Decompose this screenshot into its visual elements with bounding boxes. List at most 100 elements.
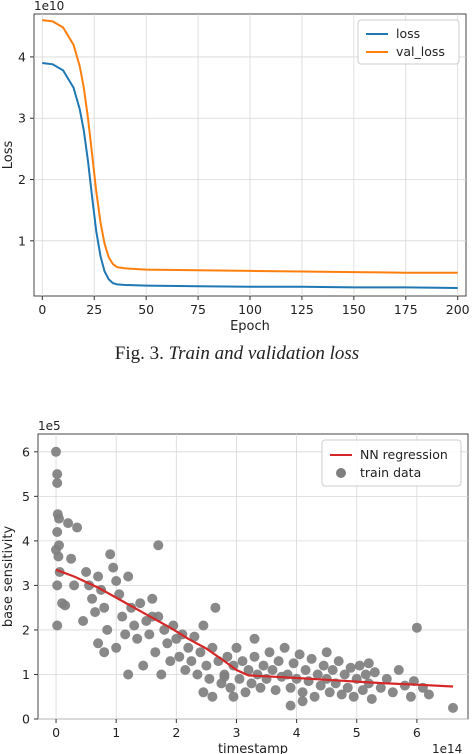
train-data-point xyxy=(411,622,422,633)
timestamp-x-axis-label: timestamp xyxy=(218,742,288,754)
train-data-point xyxy=(285,682,296,693)
train-data-point xyxy=(51,446,61,457)
train-data-point xyxy=(357,685,368,696)
train-data-point xyxy=(348,691,359,702)
loss-x-tick-label: 50 xyxy=(138,302,154,317)
train-data-point xyxy=(255,682,266,693)
train-data-point xyxy=(93,638,104,649)
train-data-point xyxy=(225,682,236,693)
train-data-point xyxy=(99,647,110,658)
train-data-point xyxy=(153,540,164,551)
sensitivity-x-tick-label: 6 xyxy=(413,725,421,740)
sensitivity-x-tick-label: 2 xyxy=(172,725,180,740)
train-data-point xyxy=(52,580,63,591)
sensitivity-y-tick-label: 4 xyxy=(22,533,30,548)
train-data-point xyxy=(324,687,335,698)
train-data-point xyxy=(285,700,296,711)
train-data-point xyxy=(174,651,185,662)
train-data-point xyxy=(81,567,92,577)
train-data-point xyxy=(297,687,308,698)
train-data-point xyxy=(87,593,98,604)
train-data-point xyxy=(297,696,308,707)
train-data-point xyxy=(405,691,416,702)
train-data-point xyxy=(123,571,134,582)
train-data-point xyxy=(156,669,167,680)
train-data-point xyxy=(270,685,281,696)
sensitivity-chart-legend: NN regression train data xyxy=(321,439,462,487)
loss-x-tick-label: 175 xyxy=(394,302,418,317)
sensitivity-y-tick-label: 1 xyxy=(22,667,30,682)
train-data-point xyxy=(279,642,290,653)
sensitivity-y-axis-label: base sensitivity xyxy=(1,526,16,628)
train-data-point xyxy=(387,687,398,698)
train-data-point xyxy=(375,682,386,693)
train-data-point xyxy=(201,660,212,671)
train-data-point xyxy=(360,669,371,680)
train-data-point xyxy=(249,651,260,662)
loss-x-tick-label: 0 xyxy=(38,302,46,317)
loss-y-tick-label: 2 xyxy=(18,172,26,187)
train-data-point xyxy=(231,642,242,653)
timestamp-x-offset-label: 1e14 xyxy=(432,742,462,754)
train-data-point xyxy=(312,669,323,680)
train-data-point xyxy=(207,691,218,702)
loss-x-tick-label: 200 xyxy=(446,302,470,317)
train-data-point xyxy=(237,656,248,667)
train-data-point xyxy=(300,665,311,675)
train-data-point xyxy=(228,660,239,671)
train-data-point xyxy=(52,620,63,631)
train-data-point xyxy=(327,665,338,675)
train-data-point xyxy=(393,665,404,675)
train-data-point xyxy=(105,549,116,560)
train-data-point xyxy=(354,660,365,671)
train-data-point xyxy=(240,687,251,698)
sensitivity-x-tick-label: 4 xyxy=(293,725,301,740)
loss-x-tick-label: 100 xyxy=(238,302,262,317)
train-data-point xyxy=(219,671,230,682)
legend-entry-loss: loss xyxy=(396,26,420,41)
sensitivity-y-tick-label: 0 xyxy=(22,712,30,727)
train-data-point xyxy=(273,656,284,667)
sensitivity-chart-ticks: 0 1 2 3 4 5 6 0 1 2 3 4 5 6 xyxy=(22,444,421,740)
caption-text: Train and validation loss xyxy=(168,343,360,364)
train-data-point xyxy=(111,642,122,653)
loss-x-tick-label: 25 xyxy=(86,302,102,317)
train-data-point xyxy=(399,680,410,691)
train-data-point xyxy=(369,667,380,678)
train-data-point xyxy=(228,691,239,702)
loss-series-line xyxy=(42,62,458,289)
train-data-point xyxy=(120,629,131,640)
figure-caption: Fig. 3. Train and validation loss xyxy=(0,343,474,365)
sensitivity-y-offset-label: 1e5 xyxy=(38,419,61,433)
loss-x-tick-label: 125 xyxy=(290,302,314,317)
train-data-point xyxy=(183,642,194,653)
loss-chart-series xyxy=(42,19,458,289)
train-data-point xyxy=(69,580,80,591)
sensitivity-x-tick-label: 5 xyxy=(353,725,361,740)
train-data-points xyxy=(51,446,458,713)
train-data-point xyxy=(339,669,350,680)
legend-swatch-train-data xyxy=(336,468,346,478)
train-data-point xyxy=(363,658,374,669)
train-data-point xyxy=(210,602,221,613)
train-data-point xyxy=(138,660,149,671)
nn-regression-polyline xyxy=(55,568,454,688)
loss-x-axis-label: Epoch xyxy=(230,319,270,334)
train-data-point xyxy=(264,647,275,658)
train-data-point xyxy=(246,678,257,689)
train-data-point xyxy=(150,647,161,658)
train-data-point xyxy=(52,469,63,480)
loss-chart-legend: loss val_loss xyxy=(357,19,460,65)
loss-chart-ticks: 0 25 50 75 100 125 150 175 200 1 2 3 4 xyxy=(18,49,470,317)
train-data-point xyxy=(186,656,197,667)
train-data-point xyxy=(135,598,146,609)
train-data-point xyxy=(147,593,158,604)
train-data-point xyxy=(165,656,176,667)
train-data-point xyxy=(381,673,392,684)
train-data-point xyxy=(123,669,134,680)
val-loss-series-line xyxy=(42,19,458,274)
train-data-point xyxy=(117,611,128,622)
train-data-point xyxy=(192,669,203,680)
train-data-point xyxy=(234,673,245,684)
